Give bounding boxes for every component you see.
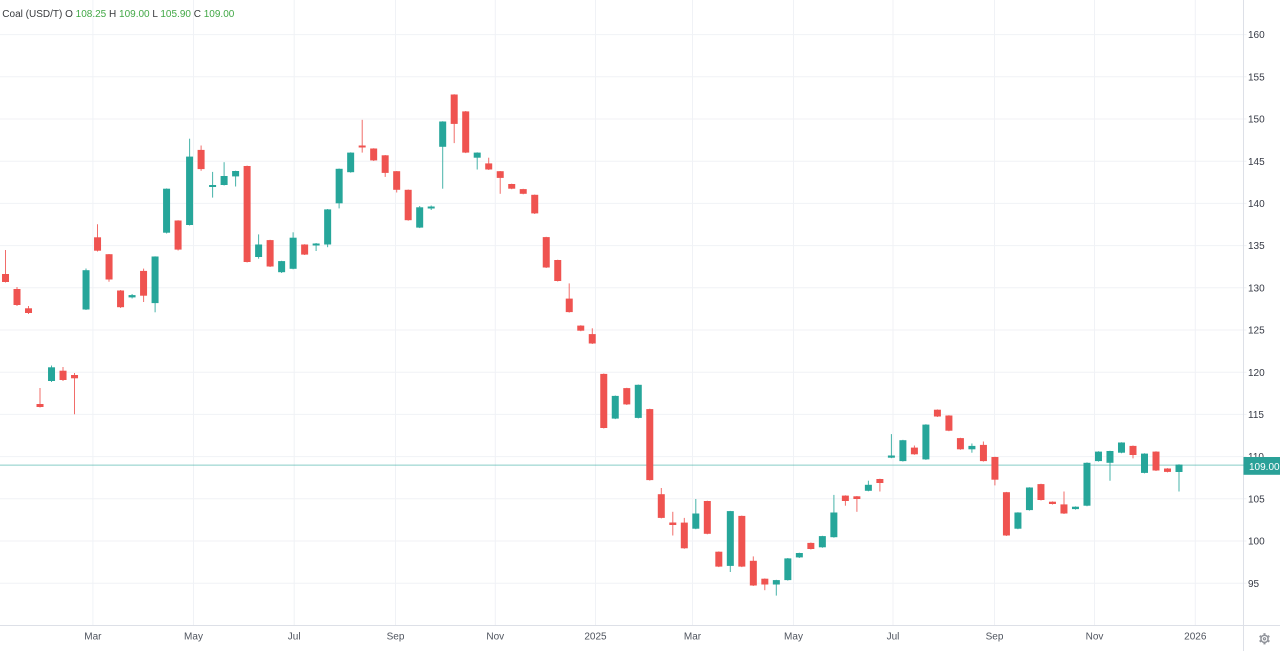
svg-text:135: 135 xyxy=(1248,241,1265,252)
svg-text:145: 145 xyxy=(1248,157,1265,168)
svg-text:Nov: Nov xyxy=(486,631,504,642)
svg-text:Coal (USD/T) O 108.25 H 109.00: Coal (USD/T) O 108.25 H 109.00 L 105.90 … xyxy=(2,9,234,20)
svg-text:115: 115 xyxy=(1248,410,1264,421)
svg-text:Sep: Sep xyxy=(387,631,405,642)
svg-text:130: 130 xyxy=(1248,283,1265,294)
svg-text:Sep: Sep xyxy=(986,631,1004,642)
svg-text:100: 100 xyxy=(1248,537,1265,548)
svg-text:140: 140 xyxy=(1248,199,1265,210)
svg-text:Jul: Jul xyxy=(887,631,900,642)
svg-text:109.00: 109.00 xyxy=(1249,462,1280,473)
svg-text:95: 95 xyxy=(1248,579,1260,590)
svg-text:Mar: Mar xyxy=(84,631,102,642)
svg-text:Mar: Mar xyxy=(684,631,702,642)
svg-text:May: May xyxy=(184,631,203,642)
svg-text:160: 160 xyxy=(1248,30,1265,41)
svg-text:105: 105 xyxy=(1248,494,1265,505)
svg-text:May: May xyxy=(784,631,803,642)
svg-text:125: 125 xyxy=(1248,326,1265,337)
svg-text:150: 150 xyxy=(1248,115,1265,126)
svg-text:2026: 2026 xyxy=(1184,631,1207,642)
svg-text:155: 155 xyxy=(1248,72,1265,83)
svg-text:Jul: Jul xyxy=(288,631,301,642)
svg-text:Nov: Nov xyxy=(1086,631,1104,642)
svg-text:120: 120 xyxy=(1248,368,1265,379)
svg-text:2025: 2025 xyxy=(584,631,607,642)
